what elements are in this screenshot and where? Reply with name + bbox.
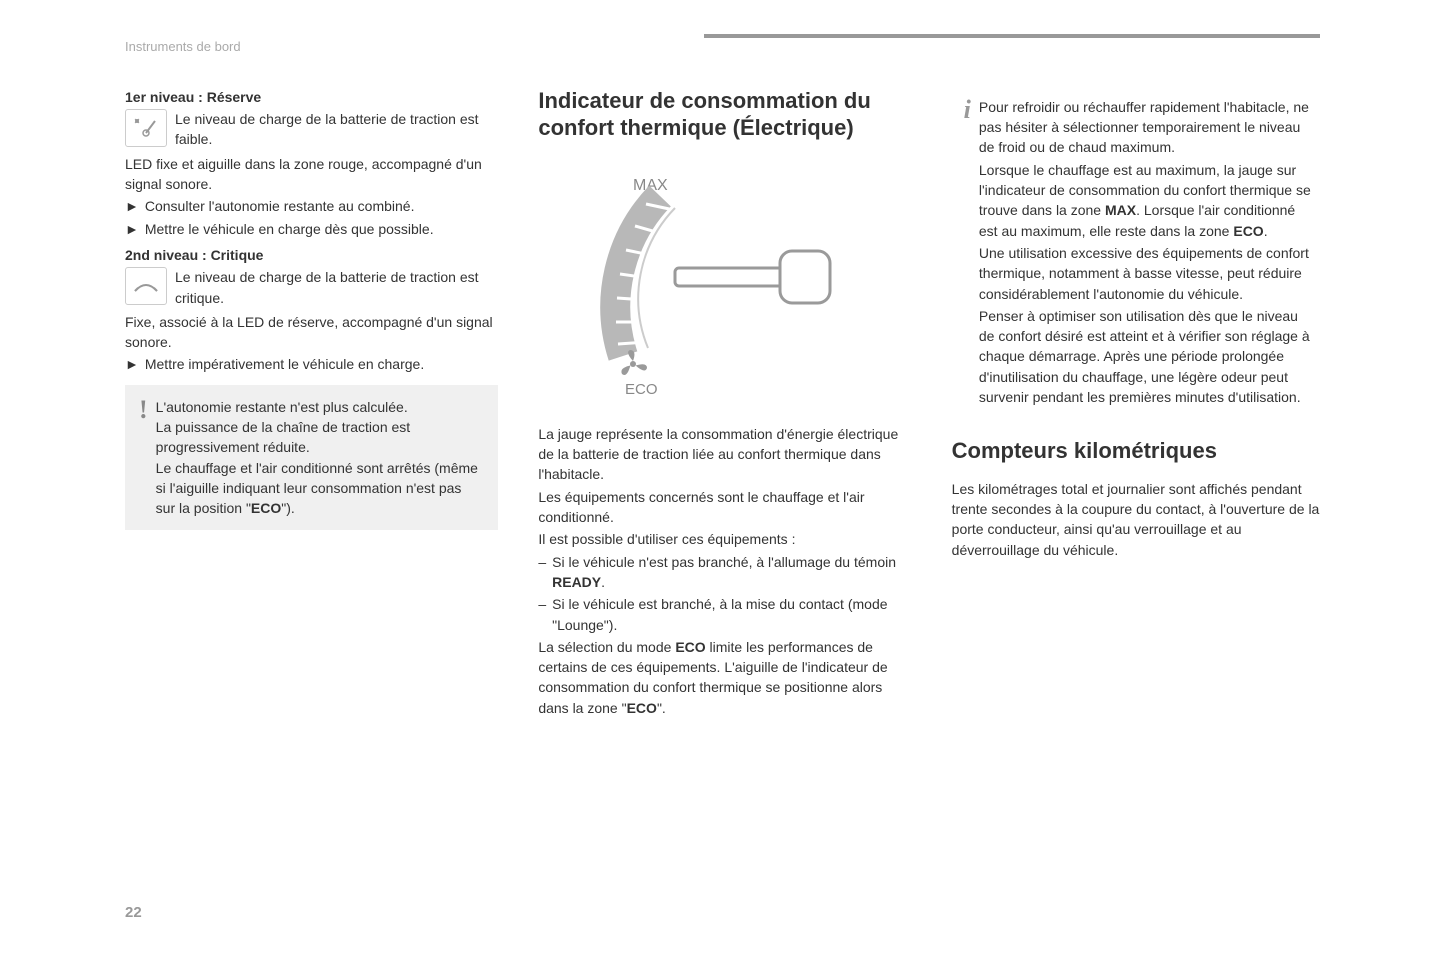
triangle-bullet-icon: ► [125,219,139,239]
section-header: Instruments de bord [125,38,1325,57]
level2-icon-row: Le niveau de charge de la batterie de tr… [125,267,498,308]
dash-row: – Si le véhicule n'est pas branché, à l'… [538,552,911,593]
level1-title: 1er niveau : Réserve [125,87,498,107]
bullet-row: ► Mettre le véhicule en charge dès que p… [125,219,498,239]
dash-bullet: – [538,552,546,593]
level1-icon-text: Le niveau de charge de la batterie de tr… [175,109,498,150]
column-2: Indicateur de consommation du confort th… [538,87,911,720]
bullet-text: Consulter l'autonomie restante au combin… [145,196,415,216]
col2-para: Les équipements concernés sont le chauff… [538,487,911,528]
note-line: Le chauffage et l'air conditionné sont a… [156,460,478,517]
dash-row: – Si le véhicule est branché, à la mise … [538,594,911,635]
bullet-text: Mettre impérativement le véhicule en cha… [145,354,424,374]
level2-icon-text: Le niveau de charge de la batterie de tr… [175,267,498,308]
header-rule [704,34,1320,38]
dash-text: Si le véhicule n'est pas branché, à l'al… [552,552,912,593]
critical-battery-icon [125,267,167,305]
col2-para: La jauge représente la consommation d'én… [538,424,911,485]
warning-note: ! L'autonomie restante n'est plus calcul… [125,385,498,531]
info-icon: i [964,97,971,123]
info-para: Une utilisation excessive des équipement… [979,243,1313,304]
column-3: i Pour refroidir ou réchauffer rapidemen… [952,87,1325,720]
page-number: 22 [125,902,142,924]
level1-icon-row: Le niveau de charge de la batterie de tr… [125,109,498,150]
col2-para: La sélection du mode ECO limite les perf… [538,637,911,718]
gauge-figure: MAX [575,156,875,406]
level2-title: 2nd niveau : Critique [125,245,498,265]
thermal-indicator-heading: Indicateur de consommation du confort th… [538,87,911,142]
info-note-content: Pour refroidir ou réchauffer rapidement … [979,97,1313,409]
info-note: i Pour refroidir ou réchauffer rapidemen… [952,87,1325,419]
note-line: L'autonomie restante n'est plus calculée… [156,399,408,415]
bullet-row: ► Mettre impérativement le véhicule en c… [125,354,498,374]
content-columns: 1er niveau : Réserve Le niveau de charge… [125,87,1325,720]
col3-para: Les kilométrages total et journalier son… [952,479,1325,560]
gauge-eco-label: ECO [625,381,658,398]
dash-bullet: – [538,594,546,635]
level1-para: LED fixe et aiguille dans la zone rouge,… [125,154,498,195]
gauge-needle [675,251,830,303]
bullet-text: Mettre le véhicule en charge dès que pos… [145,219,434,239]
reserve-battery-icon [125,109,167,147]
triangle-bullet-icon: ► [125,196,139,216]
note-content: L'autonomie restante n'est plus calculée… [156,397,485,519]
level2-para: Fixe, associé à la LED de réserve, accom… [125,312,498,353]
exclamation-icon: ! [139,397,148,423]
col2-para: Il est possible d'utiliser ces équipemen… [538,529,911,549]
triangle-bullet-icon: ► [125,354,139,374]
info-para: Penser à optimiser son utilisation dès q… [979,306,1313,407]
note-line: La puissance de la chaîne de traction es… [156,419,411,455]
info-para: Pour refroidir ou réchauffer rapidement … [979,97,1313,158]
odometer-heading: Compteurs kilométriques [952,437,1325,465]
bullet-row: ► Consulter l'autonomie restante au comb… [125,196,498,216]
dash-text: Si le véhicule est branché, à la mise du… [552,594,912,635]
column-1: 1er niveau : Réserve Le niveau de charge… [125,87,498,720]
info-para: Lorsque le chauffage est au maximum, la … [979,160,1313,241]
